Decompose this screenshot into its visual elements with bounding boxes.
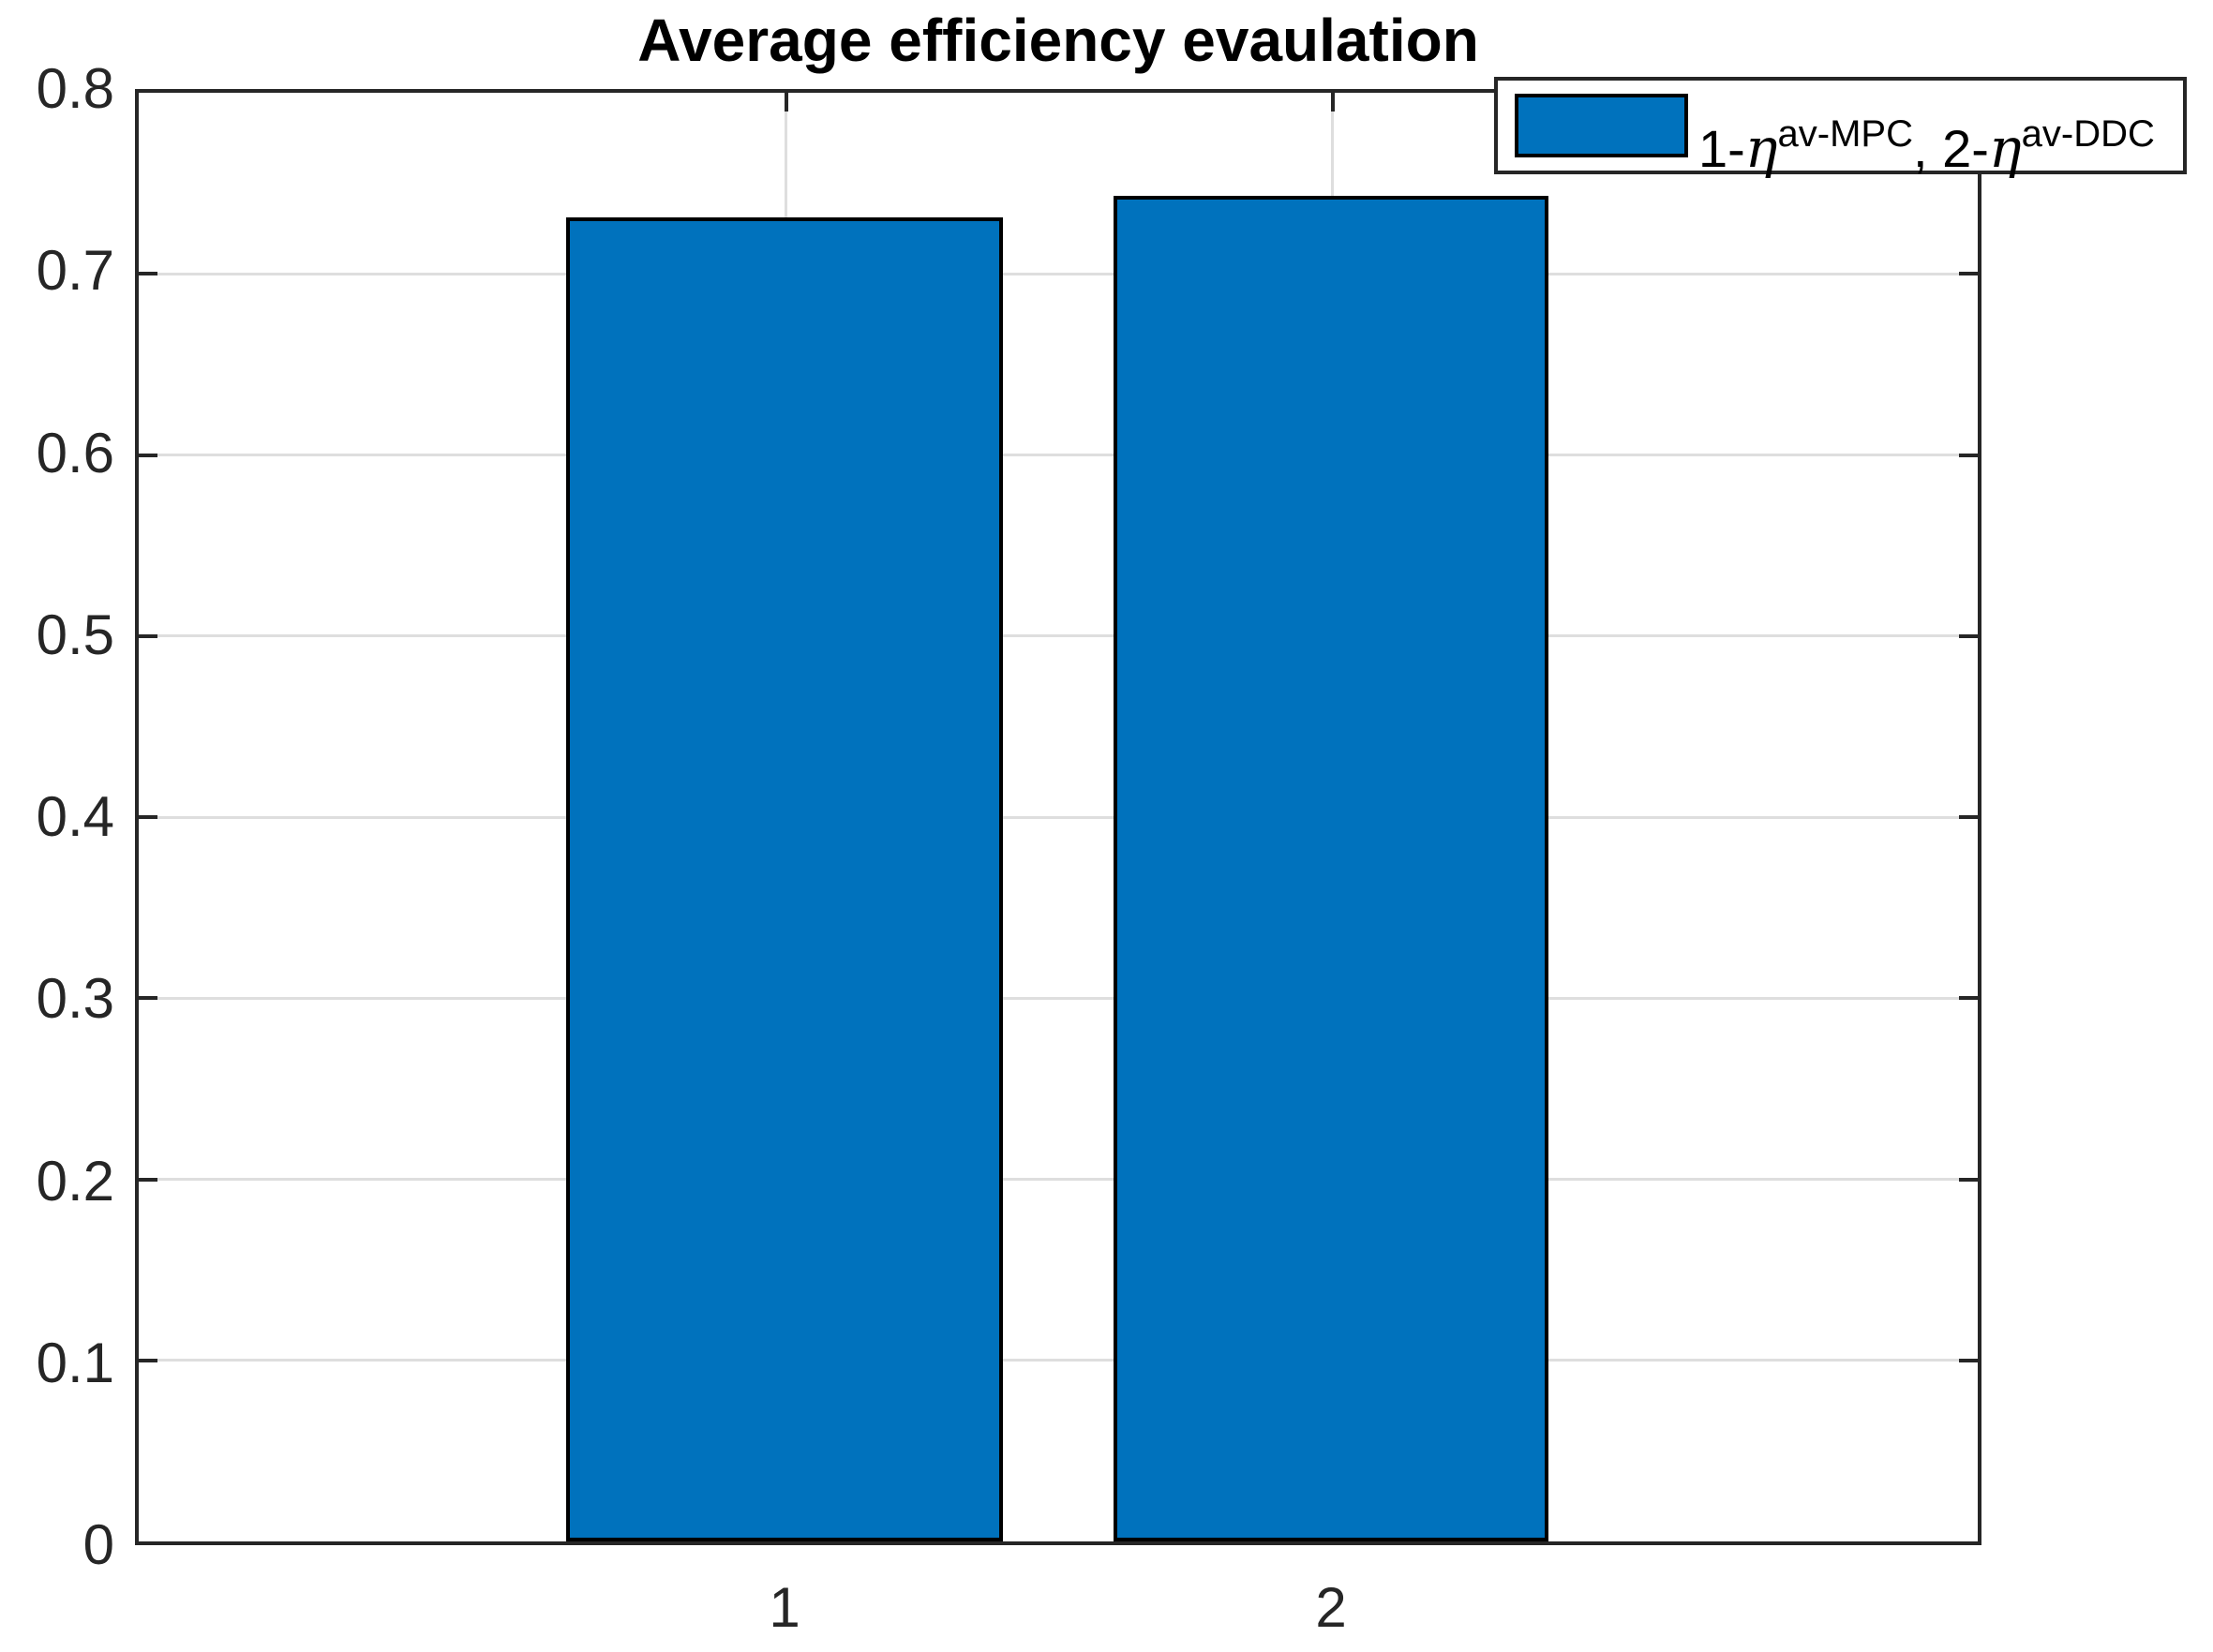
gridline-0.6 <box>139 454 1978 456</box>
ytick-label-0.3: 0.3 <box>36 967 114 1030</box>
ytick-left-0.3 <box>139 996 157 1000</box>
xtick-label-2: 2 <box>1315 1576 1347 1639</box>
bar-category-2 <box>1114 196 1548 1541</box>
ytick-right-0.4 <box>1959 815 1978 819</box>
gridline-0.1 <box>139 1359 1978 1362</box>
gridline-0.4 <box>139 816 1978 819</box>
ytick-label-0.2: 0.2 <box>36 1150 114 1213</box>
chart-title: Average efficiency evaulation <box>637 7 1479 74</box>
ytick-right-0.3 <box>1959 996 1978 1000</box>
ytick-left-0.5 <box>139 634 157 638</box>
ytick-left-0.2 <box>139 1178 157 1182</box>
ytick-left-0.6 <box>139 454 157 457</box>
gridline-0.7 <box>139 273 1978 275</box>
xtick-label-1: 1 <box>769 1576 800 1639</box>
gridline-0.5 <box>139 634 1978 637</box>
ytick-label-0.8: 0.8 <box>36 57 114 120</box>
legend-label: 1-ηav-MPC, 2-ηav-DDC <box>1698 115 2155 178</box>
xtick-top-1 <box>785 93 788 112</box>
ytick-right-0.7 <box>1959 272 1978 275</box>
ytick-label-0.7: 0.7 <box>36 239 114 302</box>
bar-category-1 <box>566 217 1003 1541</box>
legend-sup-ddc: av-DDC <box>2021 113 2155 155</box>
legend-pre1: 1- <box>1698 119 1745 178</box>
ytick-label-0: 0 <box>82 1513 114 1576</box>
plot-area <box>135 89 1981 1545</box>
ytick-right-0.5 <box>1959 634 1978 638</box>
ytick-right-0.1 <box>1959 1359 1978 1362</box>
xtick-top-2 <box>1331 93 1335 112</box>
gridline-0.3 <box>139 997 1978 1000</box>
legend-sup-mpc: av-MPC <box>1777 113 1913 155</box>
ytick-right-0.2 <box>1959 1178 1978 1182</box>
legend: 1-ηav-MPC, 2-ηav-DDC <box>1494 77 2187 178</box>
ytick-left-0.4 <box>139 815 157 819</box>
ytick-label-0.4: 0.4 <box>36 785 114 848</box>
ytick-label-0.6: 0.6 <box>36 422 114 484</box>
gridline-0.2 <box>139 1178 1978 1181</box>
eta-symbol: η <box>1988 116 2022 180</box>
ytick-label-0.5: 0.5 <box>36 603 114 666</box>
ytick-label-0.1: 0.1 <box>36 1332 114 1394</box>
eta-symbol: η <box>1744 116 1778 180</box>
ytick-left-0.1 <box>139 1359 157 1362</box>
ytick-right-0.6 <box>1959 454 1978 457</box>
legend-pre2: , 2- <box>1913 119 1989 178</box>
legend-swatch <box>1515 94 1688 157</box>
ytick-left-0.7 <box>139 272 157 275</box>
